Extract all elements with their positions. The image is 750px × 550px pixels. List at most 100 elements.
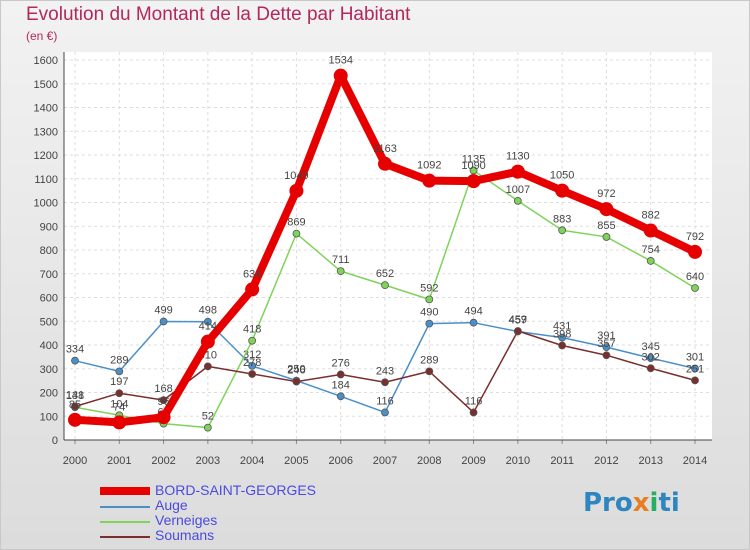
data-point-verneiges: [381, 281, 389, 290]
data-label-verneiges: 855: [597, 220, 615, 232]
data-label-verneiges: 104: [110, 398, 128, 410]
data-label-bord-saint-georges: 1092: [417, 160, 441, 172]
data-point-auge: [71, 356, 79, 365]
data-point-bord-saint-georges: [422, 173, 437, 188]
y-tick-label: 600: [40, 293, 58, 305]
data-label-auge: 499: [154, 304, 172, 316]
x-tick-label: 2002: [151, 455, 175, 467]
data-point-soumans: [248, 370, 257, 378]
data-point-bord-saint-georges: [112, 415, 127, 430]
chart-unit-label: (en €): [26, 29, 58, 43]
data-point-bord-saint-georges: [156, 410, 171, 425]
y-tick-label: 1000: [34, 198, 58, 210]
data-point-auge: [203, 317, 212, 326]
data-point-verneiges: [513, 196, 522, 205]
data-label-bord-saint-georges: 1163: [373, 143, 397, 155]
data-label-verneiges: 1007: [506, 184, 530, 196]
y-tick-label: 1200: [34, 150, 58, 162]
x-tick-label: 2001: [107, 455, 131, 467]
data-point-verneiges: [336, 267, 345, 276]
y-tick-label: 1400: [34, 103, 58, 115]
data-point-soumans: [513, 327, 522, 335]
data-label-bord-saint-georges: 1090: [461, 160, 485, 172]
data-label-bord-saint-georges: 414: [199, 321, 217, 333]
x-tick-label: 2009: [461, 455, 485, 467]
y-tick-label: 200: [40, 388, 58, 400]
legend-swatch-verneiges: [100, 521, 150, 523]
data-label-auge: 116: [376, 395, 394, 407]
data-label-auge: 250: [287, 364, 305, 376]
data-label-bord-saint-georges: 972: [597, 188, 615, 200]
data-label-bord-saint-georges: 74: [113, 401, 125, 413]
data-point-verneiges: [602, 233, 611, 241]
legend-swatch-auge: [100, 506, 150, 508]
data-point-auge: [248, 361, 257, 370]
x-tick-label: 2007: [373, 455, 397, 467]
logo-part: ti: [658, 488, 680, 518]
data-point-bord-saint-georges: [200, 334, 215, 349]
data-point-auge: [691, 364, 699, 373]
legend-item: Auge: [100, 497, 400, 514]
legend-label: Auge: [155, 497, 188, 513]
x-tick-label: 2004: [240, 455, 264, 467]
data-point-verneiges: [558, 226, 567, 235]
y-tick-label: 1500: [34, 79, 58, 91]
data-point-auge: [646, 354, 655, 362]
data-point-bord-saint-georges: [555, 183, 570, 198]
y-tick-label: 700: [40, 269, 58, 281]
data-label-verneiges: 138: [66, 390, 84, 402]
y-tick-label: 0: [52, 435, 58, 447]
data-label-soumans: 459: [509, 314, 527, 326]
data-label-auge: 184: [332, 379, 350, 391]
data-point-auge: [558, 333, 567, 342]
data-point-bord-saint-georges: [68, 412, 82, 427]
data-label-soumans: 357: [597, 338, 615, 350]
data-point-soumans: [159, 396, 168, 405]
x-tick-label: 2013: [638, 455, 662, 467]
data-point-soumans: [602, 351, 611, 360]
data-point-bord-saint-georges: [245, 282, 260, 297]
x-tick-label: 2011: [550, 455, 574, 467]
data-point-soumans: [425, 367, 434, 376]
y-tick-label: 1300: [34, 126, 58, 138]
logo-part: Pro: [583, 488, 633, 518]
chart-title: Evolution du Montant de la Dette par Hab…: [26, 4, 411, 25]
data-point-auge: [159, 317, 168, 326]
data-point-auge: [381, 408, 389, 417]
legend-item: Soumans: [100, 527, 400, 544]
data-label-verneiges: 711: [332, 254, 350, 266]
data-label-auge: 391: [597, 330, 615, 342]
x-tick-label: 2003: [196, 455, 220, 467]
data-point-auge: [115, 367, 124, 376]
data-point-bord-saint-georges: [510, 164, 525, 179]
data-label-auge: 494: [464, 306, 482, 318]
data-point-bord-saint-georges: [688, 244, 702, 259]
data-label-bord-saint-georges: 85: [69, 399, 81, 411]
data-label-auge: 289: [110, 354, 128, 366]
y-tick-label: 900: [40, 221, 58, 233]
data-label-bord-saint-georges: 1049: [284, 170, 308, 182]
data-point-soumans: [71, 402, 79, 411]
data-label-soumans: 276: [332, 357, 350, 369]
legend-swatch-bord-saint-georges: [100, 487, 150, 495]
data-point-verneiges: [691, 284, 699, 292]
data-label-auge: 498: [199, 305, 217, 317]
data-point-verneiges: [425, 295, 434, 304]
data-label-soumans: 246: [287, 365, 305, 377]
data-label-bord-saint-georges: 1534: [328, 55, 352, 67]
data-label-soumans: 289: [420, 354, 438, 366]
x-tick-label: 2012: [594, 455, 618, 467]
data-point-bord-saint-georges: [333, 68, 348, 83]
data-label-verneiges: 640: [686, 271, 704, 283]
data-point-auge: [336, 392, 345, 401]
data-label-verneiges: 883: [553, 213, 571, 225]
data-label-auge: 457: [509, 314, 527, 326]
data-point-verneiges: [469, 166, 478, 175]
data-label-auge: 431: [553, 321, 571, 333]
data-label-auge: 345: [642, 341, 660, 353]
data-label-soumans: 302: [642, 351, 660, 363]
data-point-bord-saint-georges: [599, 202, 614, 217]
legend-label: Verneiges: [155, 512, 218, 528]
legend-item: BORD-SAINT-GEORGES: [100, 482, 400, 499]
plot-area: [64, 52, 712, 440]
